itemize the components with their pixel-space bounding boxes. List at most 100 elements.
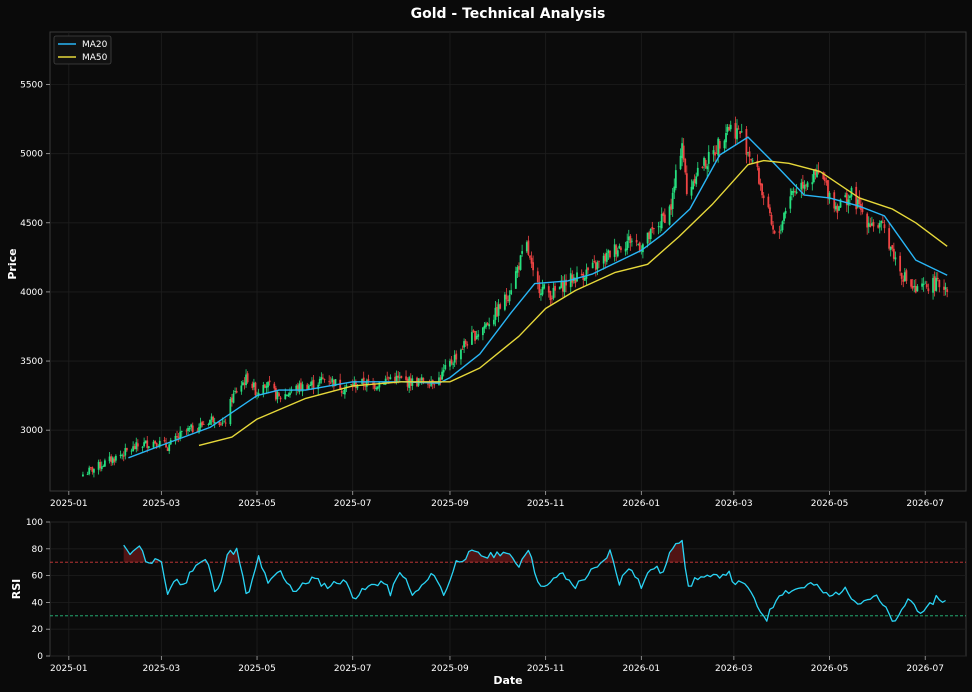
candle-up — [558, 286, 561, 290]
candle-up — [290, 390, 293, 392]
candle-down — [386, 377, 389, 379]
candle-down — [745, 129, 748, 155]
candle-up — [924, 282, 927, 284]
series-line-ma50 — [198, 159, 948, 447]
rsi-x-tick-label: 2025-09 — [431, 664, 469, 674]
candle-down — [354, 381, 357, 388]
candle-up — [516, 267, 519, 273]
candle-down — [701, 166, 704, 169]
candle-up — [82, 474, 84, 477]
price-x-tick-label: 2025-01 — [50, 499, 88, 509]
candle-down — [176, 436, 178, 437]
candle-up — [144, 440, 147, 444]
candle-down — [858, 197, 861, 205]
candle-up — [395, 375, 398, 383]
candle-up — [521, 251, 524, 254]
candle-up — [350, 384, 353, 385]
candle-up — [503, 294, 506, 310]
candle-up — [147, 446, 150, 448]
candle-up — [671, 192, 674, 210]
candle-down — [910, 279, 913, 287]
candle-up — [935, 277, 938, 291]
candle-up — [803, 184, 806, 189]
candle-up — [618, 245, 621, 249]
candle-up — [318, 378, 321, 384]
candle-down — [507, 299, 509, 302]
candle-up — [944, 287, 947, 290]
candle-up — [878, 223, 881, 228]
candle-up — [631, 240, 633, 242]
candle-down — [202, 424, 205, 425]
candle-down — [246, 373, 249, 383]
candle-up — [356, 385, 359, 389]
candle-up — [287, 394, 290, 397]
candle-down — [329, 382, 332, 384]
candle-down — [635, 239, 638, 243]
candle-up — [343, 388, 346, 395]
candle-down — [422, 378, 425, 384]
candle-down — [651, 226, 654, 230]
candle-up — [659, 226, 662, 228]
candle-down — [191, 425, 194, 433]
candle-up — [86, 474, 89, 476]
candle-up — [389, 377, 392, 380]
candle-up — [121, 454, 124, 456]
candle-down — [881, 222, 884, 223]
candle-down — [670, 204, 673, 210]
candle-up — [174, 435, 177, 440]
rsi-x-tick-label: 2025-05 — [238, 664, 276, 674]
candle-down — [648, 232, 651, 239]
candle-up — [199, 422, 202, 428]
candle-down — [527, 240, 530, 255]
candle-up — [262, 384, 265, 395]
candle-up — [903, 272, 906, 282]
candle-up — [596, 262, 599, 270]
candle-up — [267, 381, 269, 388]
candle-down — [166, 448, 169, 451]
candle-up — [740, 131, 743, 133]
candle-up — [257, 392, 260, 395]
candle-down — [110, 456, 113, 463]
candle-down — [888, 228, 891, 249]
candle-up — [703, 157, 705, 166]
candle-down — [323, 379, 326, 380]
candle-up — [706, 166, 709, 170]
candle-up — [289, 392, 291, 396]
candle-up — [747, 152, 749, 153]
candle-down — [598, 261, 600, 263]
candle-up — [130, 450, 133, 452]
candle-down — [499, 304, 502, 309]
rsi-x-tick-label: 2026-07 — [906, 664, 944, 674]
price-grid — [50, 32, 966, 491]
candle-down — [737, 128, 740, 130]
candle-down — [146, 440, 149, 448]
candle-up — [135, 442, 138, 450]
candle-up — [452, 363, 455, 365]
candle-up — [376, 386, 379, 389]
candle-down — [474, 331, 476, 341]
candle-down — [748, 151, 751, 157]
candle-down — [620, 247, 622, 251]
candle-up — [102, 466, 105, 467]
candle-down — [762, 195, 765, 199]
candle-down — [773, 231, 776, 234]
candle-up — [889, 246, 892, 250]
candle-up — [834, 206, 837, 210]
candle-down — [594, 262, 597, 270]
price-x-tick-label: 2025-09 — [431, 499, 469, 509]
candle-down — [855, 186, 858, 210]
candle-down — [823, 177, 826, 181]
candle-up — [847, 199, 850, 206]
candle-down — [609, 250, 611, 258]
candle-down — [549, 291, 552, 301]
candle-down — [938, 279, 941, 288]
candle-down — [872, 222, 875, 227]
candle-down — [761, 183, 763, 196]
candle-up — [353, 381, 356, 386]
candle-down — [900, 273, 903, 279]
candle-up — [585, 269, 588, 279]
candle-down — [946, 289, 949, 293]
candle-up — [839, 199, 842, 208]
candle-up — [398, 377, 401, 379]
candle-down — [825, 181, 828, 183]
